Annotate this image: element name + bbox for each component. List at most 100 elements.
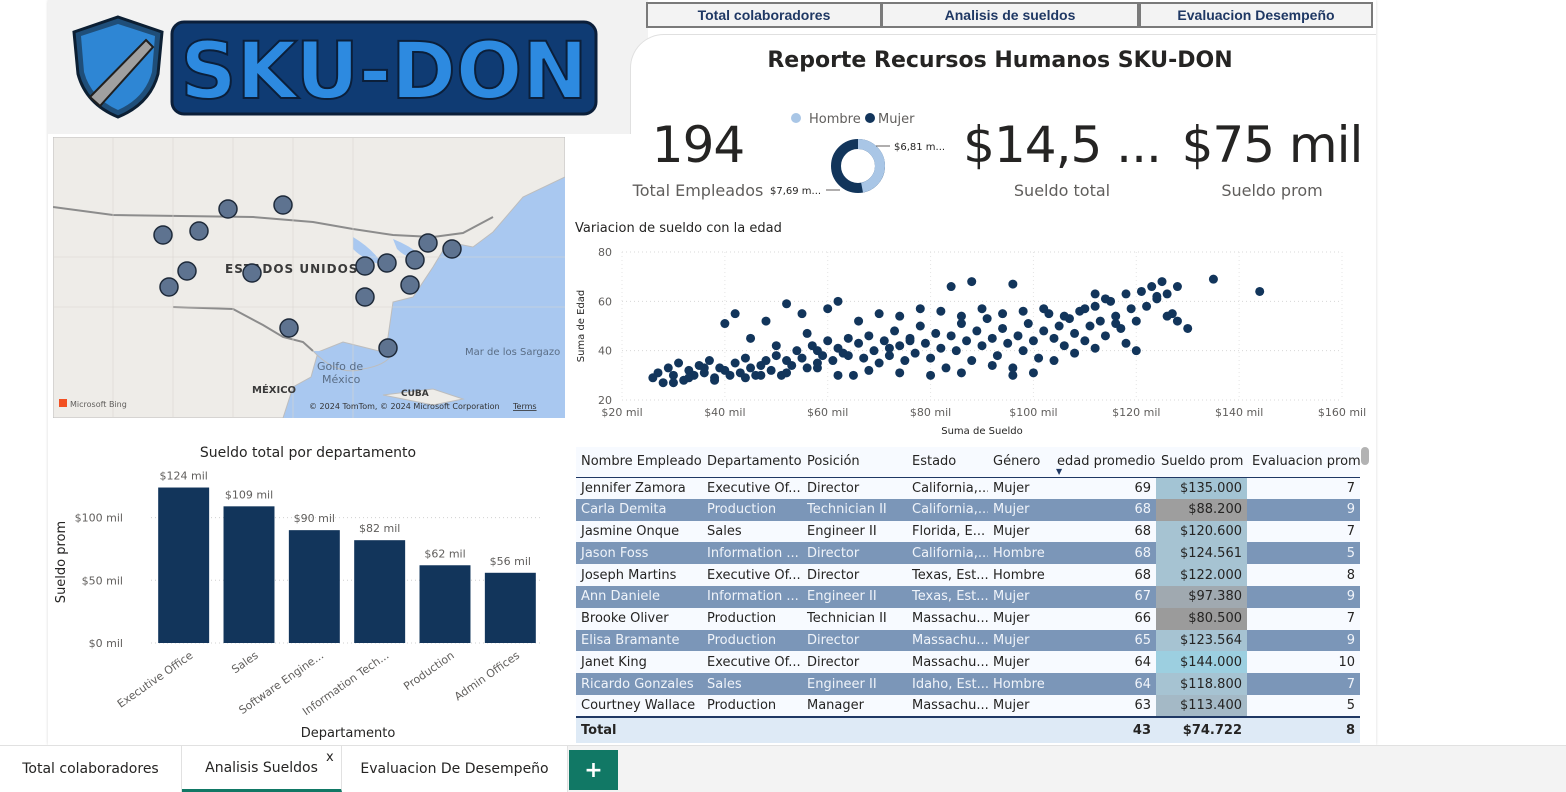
map-bubble	[400, 275, 420, 295]
map-visual[interactable]: ESTADOS UNIDOS Golfo de México Mar de lo…	[53, 137, 565, 418]
donut-chart[interactable]: Hombre Mujer $6,81 m... $7,69 m...	[770, 108, 960, 204]
map-terms-link: Terms	[512, 402, 537, 411]
table-cell: 5	[1247, 694, 1360, 717]
scatter-chart[interactable]: Variacion de sueldo con la edad 20 40 60 80 $…	[570, 214, 1370, 442]
map-bubble	[405, 250, 425, 270]
table-cell: $123.564	[1156, 629, 1247, 652]
total-cell	[907, 715, 988, 743]
total-sueldo: $74.722	[1156, 715, 1247, 743]
column-header-genero[interactable]: Género	[988, 447, 1052, 478]
scatter-point	[854, 338, 864, 348]
table-row[interactable]: Jennifer Zamora Executive Of... Director Ca…	[576, 477, 1360, 499]
scatter-x-tick: $40 mil	[704, 406, 745, 419]
tab-analisis-sueldos[interactable]: Analisis Sueldos	[182, 746, 342, 792]
table-cell: Production	[702, 607, 802, 630]
map-bubble	[279, 318, 299, 338]
employee-table[interactable]: Nombre Empleado Departamento Posición Es…	[576, 447, 1360, 744]
scatter-point	[926, 353, 936, 363]
scatter-point	[1183, 323, 1193, 333]
scatter-x-axis-label: Suma de Sueldo	[941, 426, 1023, 437]
table-cell: Production	[702, 498, 802, 521]
table-row[interactable]: Elisa Bramante Production Director Massachu…	[576, 629, 1360, 652]
column-header-sueldo-prom[interactable]: Sueldo prom	[1156, 447, 1247, 478]
bar-chart[interactable]: Sueldo total por departamento $0 mil $50 m…	[53, 440, 565, 745]
nav-button-evaluacion-desempeno[interactable]: Evaluacion Desempeño	[1139, 2, 1373, 28]
table-row[interactable]: Jason Foss Information ... Director Califor…	[576, 542, 1360, 565]
map-bubble	[273, 195, 293, 215]
scatter-y-tick: 80	[598, 246, 612, 259]
microsoft-logo-icon	[59, 399, 67, 407]
scatter-point	[956, 319, 966, 329]
column-header-evaluacion-prom[interactable]: Evaluacion prom	[1247, 447, 1360, 478]
column-header-estado[interactable]: Estado	[907, 447, 988, 478]
table-cell: Carla Demita	[576, 498, 702, 521]
scatter-point	[1255, 286, 1265, 296]
scatter-x-tick: $120 mil	[1112, 406, 1160, 419]
table-row[interactable]: Brooke Oliver Production Technician II Mass…	[576, 607, 1360, 630]
table-row[interactable]: Ann Daniele Information ... Engineer II Tex…	[576, 585, 1360, 608]
scatter-point	[761, 316, 771, 326]
table-cell: California,...	[907, 542, 988, 565]
scatter-point	[1028, 368, 1038, 378]
scatter-point	[1208, 274, 1218, 284]
scatter-point	[1059, 311, 1069, 321]
scatter-point	[730, 309, 740, 319]
scatter-point	[761, 356, 771, 366]
scatter-point	[1039, 304, 1049, 314]
table-row[interactable]: Carla Demita Production Technician II Calif…	[576, 498, 1360, 521]
bar-y-axis-label: Sueldo prom	[54, 521, 69, 603]
scatter-point	[946, 331, 956, 341]
bar-x-axis-label: Departamento	[301, 726, 396, 741]
column-header-posicion[interactable]: Posición	[802, 447, 907, 478]
scatter-point	[956, 311, 966, 321]
scatter-point	[802, 363, 812, 373]
table-cell: Idaho, Est...	[907, 673, 988, 695]
scatter-point	[1131, 316, 1141, 326]
scatter-y-tick: 40	[598, 345, 612, 358]
close-tab-icon[interactable]: x	[326, 750, 334, 765]
table-scrollbar[interactable]	[1361, 447, 1369, 465]
nav-button-total-colaboradores[interactable]: Total colaboradores	[646, 2, 882, 28]
table-cell: Director	[802, 629, 907, 652]
column-header-edad-promedio[interactable]: edad promedio ▼	[1052, 447, 1156, 478]
scatter-point	[1095, 316, 1105, 326]
scatter-point	[1172, 282, 1182, 292]
legend-mujer: Mujer	[878, 112, 915, 127]
table-cell: 9	[1247, 498, 1360, 521]
scatter-point	[725, 370, 735, 380]
table-row[interactable]: Jasmine Onque Sales Engineer II Florida, E.…	[576, 520, 1360, 543]
scatter-point	[1152, 291, 1162, 301]
table-cell: Production	[702, 629, 802, 652]
scatter-point	[823, 304, 833, 314]
scatter-x-tick: $20 mil	[601, 406, 642, 419]
table-cell: Ann Daniele	[576, 585, 702, 608]
scatter-point	[1059, 341, 1069, 351]
scatter-point	[987, 360, 997, 370]
scatter-point	[668, 378, 678, 388]
nav-button-analisis-sueldos[interactable]: Analisis de sueldos	[881, 2, 1139, 28]
column-header-nombre[interactable]: Nombre Empleado	[576, 447, 702, 478]
tab-total-colaboradores[interactable]: Total colaboradores	[0, 746, 182, 792]
table-cell: 68	[1052, 542, 1156, 565]
table-row[interactable]: Courtney Wallace Production Manager Massach…	[576, 694, 1360, 717]
title-card	[630, 34, 1376, 134]
scatter-point	[1039, 326, 1049, 336]
bar-data-label: $109 mil	[225, 488, 273, 501]
column-header-departamento[interactable]: Departamento	[702, 447, 802, 478]
bar-chart-title: Sueldo total por departamento	[200, 445, 416, 461]
bar	[223, 506, 275, 643]
scatter-point	[1008, 363, 1018, 373]
map-label-cuba: CUBA	[401, 389, 429, 399]
table-cell: Massachu...	[907, 651, 988, 674]
bar-data-label: $90 mil	[294, 512, 335, 525]
table-cell: Information ...	[702, 585, 802, 608]
table-row[interactable]: Joseph Martins Executive Of... Director Tex…	[576, 564, 1360, 586]
map-bubbles	[153, 195, 462, 358]
table-row[interactable]: Ricardo Gonzales Sales Engineer II Idaho, E…	[576, 673, 1360, 695]
table-cell: Mujer	[988, 585, 1052, 608]
tab-evaluacion-desempeno[interactable]: Evaluacion De Desempeño	[342, 746, 568, 792]
table-row[interactable]: Janet King Executive Of... Director Massach…	[576, 651, 1360, 674]
scatter-point	[740, 373, 750, 383]
scatter-point	[884, 343, 894, 353]
add-page-button[interactable]: +	[569, 750, 618, 790]
